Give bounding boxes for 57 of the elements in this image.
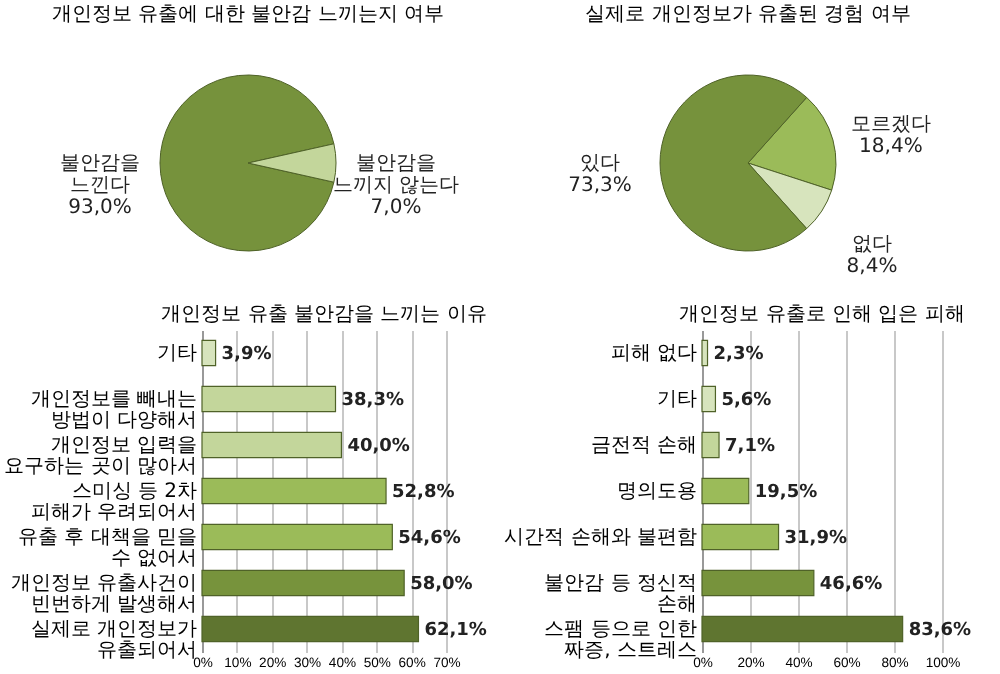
y-tick-label: 기타 <box>157 343 197 365</box>
slice-label: 모르겠다 <box>850 114 931 137</box>
data-label: 2,3% <box>713 345 764 365</box>
slice-label: 있다 <box>580 153 620 175</box>
data-label: 54,6% <box>398 529 461 549</box>
bar <box>201 523 393 551</box>
y-tick-label: 시간적 손해와 불편함 <box>504 527 697 549</box>
y-tick-label: 금전적 손해 <box>590 435 697 457</box>
bar <box>701 431 720 459</box>
slice-label: 없다 <box>852 233 892 256</box>
bar <box>201 477 387 505</box>
y-tick-label: 명의도용 <box>617 481 697 503</box>
data-label: 73,3% <box>568 175 632 197</box>
y-tick-label: 스팸 등으로 인한 짜증, 스트레스 <box>544 619 697 662</box>
slice-label: 불안감을 느끼지 않는다 <box>332 153 460 197</box>
y-tick-label: 기타 <box>657 389 697 411</box>
y-tick-label: 개인정보 유출사건이 빈번하게 발생해서 <box>10 573 197 616</box>
chart-title: 개인정보 유출로 인해 입은 피해 <box>679 304 965 326</box>
bar <box>201 431 343 459</box>
bar <box>701 523 780 551</box>
bar <box>201 569 405 597</box>
y-tick-label: 유출 후 대책을 믿을 수 없어서 <box>17 527 197 570</box>
bar <box>701 477 750 505</box>
data-label: 7,1% <box>725 437 775 457</box>
slice-label: 불안감을 느낀다 <box>60 153 140 197</box>
data-label: 19,5% <box>754 483 818 503</box>
data-label: 18,4% <box>859 136 923 159</box>
bar <box>201 339 217 367</box>
data-label: 46,6% <box>819 575 883 595</box>
bar <box>701 385 717 413</box>
data-label: 5,6% <box>721 391 772 411</box>
bar <box>701 569 815 597</box>
bar <box>201 615 420 643</box>
y-tick-label: 스미싱 등 2차 피해가 우려되어서 <box>30 481 197 524</box>
chart-title: 실제로 개인정보가 유출된 경험 여부 <box>585 4 911 26</box>
data-label: 52,8% <box>392 483 455 503</box>
data-label: 38,3% <box>341 391 404 411</box>
bar <box>701 615 904 643</box>
y-tick-label: 개인정보 입력을 요구하는 곳이 많아서 <box>4 435 197 478</box>
data-label: 3,9% <box>221 345 272 365</box>
data-label: 93,0% <box>68 197 132 219</box>
bar <box>701 339 709 367</box>
data-label: 83,6% <box>908 621 972 641</box>
y-tick-label: 피해 없다 <box>610 343 697 365</box>
data-label: 62,1% <box>424 621 487 641</box>
chart-title: 개인정보 유출 불안감을 느끼는 이유 <box>161 304 487 326</box>
data-label: 31,9% <box>784 529 848 549</box>
data-label: 40,0% <box>347 437 410 457</box>
y-tick-label: 실제로 개인정보가 유출되어서 <box>30 619 197 662</box>
data-label: 58,0% <box>410 575 473 595</box>
y-tick-label: 개인정보를 빼내는 방법이 다양해서 <box>30 389 197 432</box>
data-label: 8,4% <box>846 255 898 278</box>
y-tick-label: 불안감 등 정신적 손해 <box>544 573 697 616</box>
pie-slice <box>159 74 335 252</box>
bar <box>201 385 337 413</box>
chart-title: 개인정보 유출에 대한 불안감 느끼는지 여부 <box>52 4 444 26</box>
data-label: 7,0% <box>370 197 422 219</box>
